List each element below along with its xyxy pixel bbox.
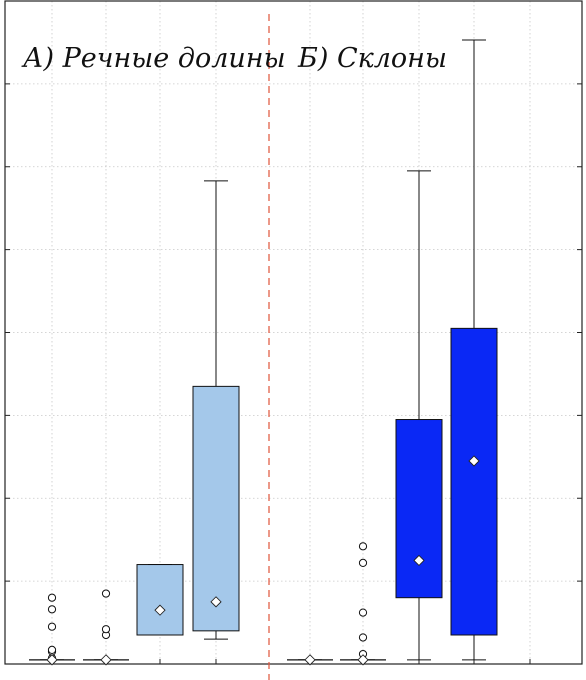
panel-2-box-1-median-marker xyxy=(304,654,316,666)
panel-title-slopes: Б) Склоны xyxy=(297,43,447,74)
panel-2-box-2-outlier-4 xyxy=(358,558,368,567)
panel-2-box-2-outlier-2 xyxy=(358,633,368,642)
panel-1-box-3 xyxy=(136,564,184,636)
panel-1-box-1 xyxy=(29,593,75,666)
panel-title-river-valleys: А) Речные долины xyxy=(21,43,286,74)
panel-1-box-4-iqr-rect xyxy=(192,385,240,632)
panel-1-box-3-median-marker xyxy=(154,604,166,616)
panel-2-box-3-median-marker xyxy=(413,554,425,567)
panel-2-box-2-outlier-3 xyxy=(358,608,368,617)
panel-1-box-2-median-marker xyxy=(100,654,112,666)
panel-2-box-4-median-marker xyxy=(468,455,480,467)
box-layer xyxy=(29,39,498,666)
panel-1-box-4 xyxy=(192,180,240,640)
panel-1-box-1-outlier-5 xyxy=(47,605,57,614)
panel-1-box-1-outlier-3 xyxy=(47,645,57,655)
plot-frame-layer xyxy=(4,0,583,665)
panel-2-box-4 xyxy=(450,39,498,661)
panel-2-box-3 xyxy=(395,170,443,661)
plot-frame xyxy=(4,0,583,665)
panel-1-box-3-iqr-rect xyxy=(136,564,184,636)
panel-1-box-2-outlier-3 xyxy=(101,589,111,598)
panel-2-box-2-median-marker xyxy=(357,654,369,666)
panel-1-box-1-median-marker xyxy=(46,654,58,666)
panel-1-box-4-median-marker xyxy=(210,596,222,608)
panel-1-box-1-outlier-4 xyxy=(47,622,57,631)
panel-1-box-1-outlier-6 xyxy=(47,593,57,602)
panel-2-box-1 xyxy=(287,654,333,666)
panel-2-box-3-iqr-rect xyxy=(395,419,443,599)
panel-1-box-2 xyxy=(83,589,129,666)
panel-1-box-2-outlier-2 xyxy=(101,625,111,634)
panel-2-box-2 xyxy=(340,542,386,666)
panel-2-box-4-iqr-rect xyxy=(450,327,498,636)
panel-2-box-2-outlier-5 xyxy=(358,542,368,551)
